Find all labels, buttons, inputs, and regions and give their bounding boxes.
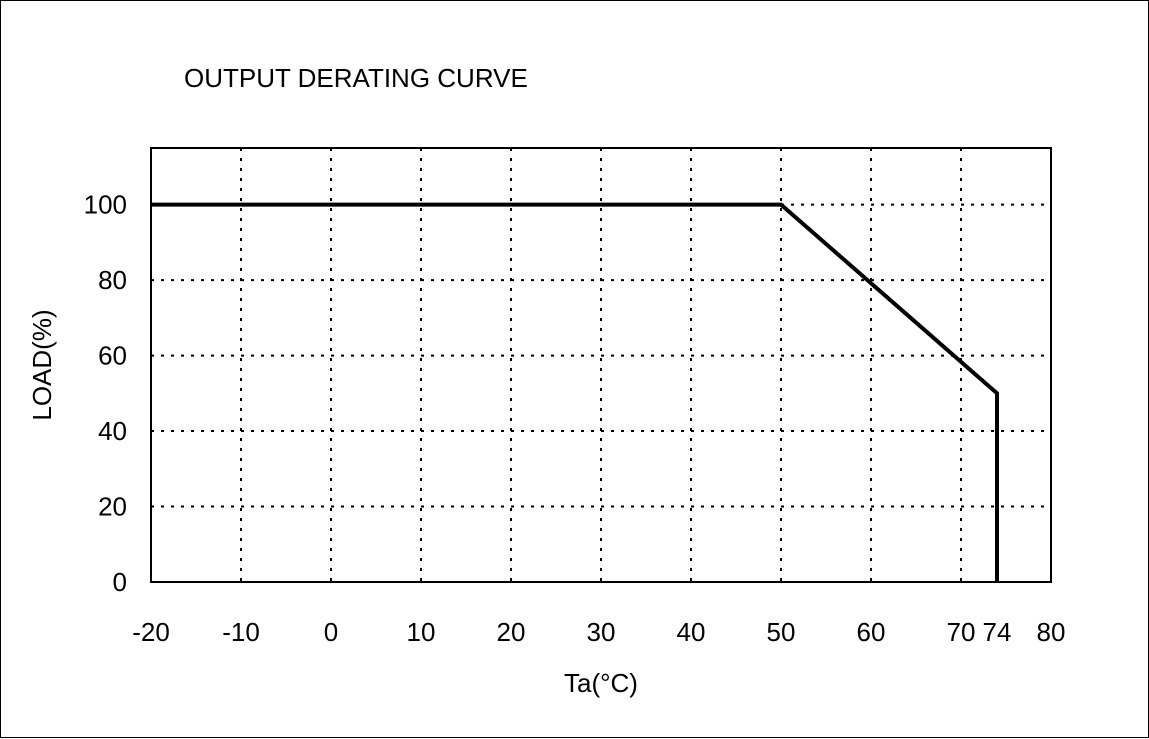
y-tick-label: 80 — [98, 265, 127, 295]
x-tick-label: 30 — [587, 617, 616, 647]
x-tick-label: 70 — [947, 617, 976, 647]
grid — [151, 148, 1051, 582]
x-tick-label: 10 — [407, 617, 436, 647]
x-tick-label: 50 — [767, 617, 796, 647]
x-tick-label: -10 — [222, 617, 260, 647]
y-tick-label: 60 — [98, 341, 127, 371]
x-tick-label: -20 — [132, 617, 170, 647]
y-axis-label: LOAD(%) — [27, 309, 57, 420]
chart-title: OUTPUT DERATING CURVE — [184, 63, 528, 93]
x-axis-label: Ta(°C) — [564, 668, 638, 698]
y-tick-label: 20 — [98, 492, 127, 522]
series-group — [151, 202, 999, 582]
derating-curve-line — [151, 202, 999, 582]
x-tick-label: 60 — [857, 617, 886, 647]
x-tick-label: 20 — [497, 617, 526, 647]
y-axis-ticks: 0 20 40 60 80 100 — [84, 190, 127, 597]
x-axis-ticks: -20 -10 0 10 20 30 40 50 60 70 74 80 — [132, 617, 1065, 647]
y-tick-label: 100 — [84, 190, 127, 220]
x-tick-label: 0 — [324, 617, 338, 647]
x-tick-label: 74 — [983, 617, 1012, 647]
y-tick-label: 0 — [113, 567, 127, 597]
plot-area-border — [150, 147, 1052, 583]
y-tick-label: 40 — [98, 416, 127, 446]
x-tick-label: 80 — [1037, 617, 1066, 647]
x-tick-label: 40 — [677, 617, 706, 647]
